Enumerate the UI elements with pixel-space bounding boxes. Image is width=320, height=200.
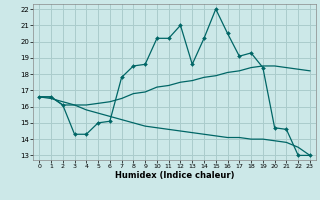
X-axis label: Humidex (Indice chaleur): Humidex (Indice chaleur): [115, 171, 234, 180]
